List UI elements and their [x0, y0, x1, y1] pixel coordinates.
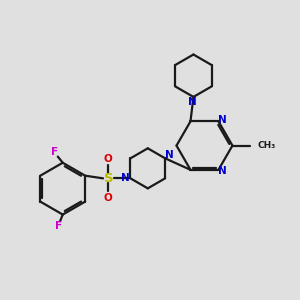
Text: F: F: [55, 221, 62, 231]
Text: N: N: [218, 115, 227, 125]
Text: N: N: [188, 97, 197, 107]
Text: S: S: [103, 172, 113, 185]
Text: F: F: [51, 147, 58, 158]
Text: N: N: [218, 166, 227, 176]
Text: N: N: [122, 173, 130, 183]
Text: O: O: [104, 154, 113, 164]
Text: O: O: [104, 193, 113, 203]
Text: N: N: [166, 150, 174, 160]
Text: CH₃: CH₃: [257, 141, 276, 150]
